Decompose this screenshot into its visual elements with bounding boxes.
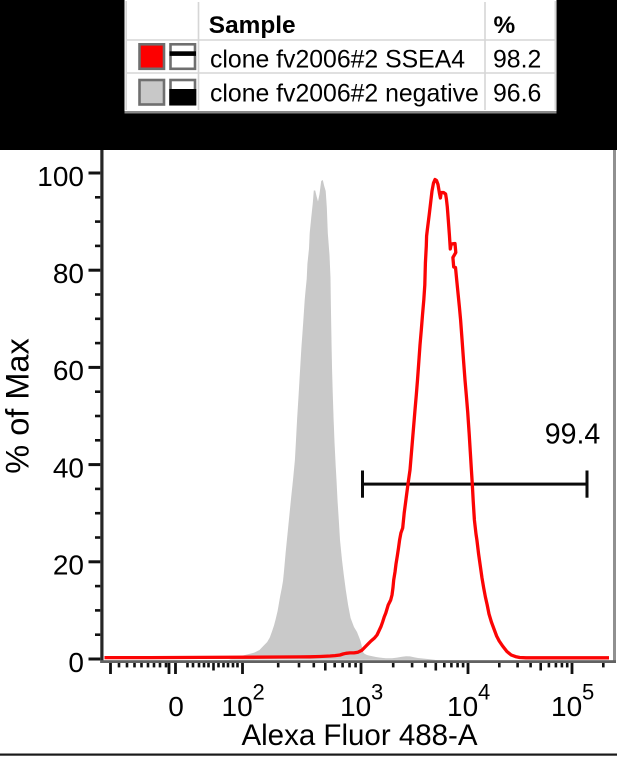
svg-text:3: 3: [371, 680, 383, 705]
svg-text:20: 20: [53, 550, 84, 581]
svg-text:10: 10: [222, 691, 253, 722]
svg-text:0: 0: [68, 647, 84, 678]
svg-text:5: 5: [582, 680, 594, 705]
svg-text:10: 10: [551, 691, 582, 722]
svg-text:10: 10: [340, 691, 371, 722]
svg-text:96.6: 96.6: [493, 81, 541, 108]
svg-text:2: 2: [253, 680, 265, 705]
svg-text:% of Max: % of Max: [0, 338, 36, 473]
svg-text:%: %: [494, 12, 516, 39]
svg-text:0: 0: [168, 691, 184, 722]
svg-text:99.4: 99.4: [545, 419, 601, 451]
svg-text:40: 40: [53, 452, 84, 483]
svg-text:80: 80: [53, 258, 84, 289]
svg-text:60: 60: [53, 355, 84, 386]
svg-text:clone fv2006#2 negative: clone fv2006#2 negative: [210, 81, 479, 108]
svg-text:4: 4: [478, 680, 490, 705]
svg-text:clone fv2006#2 SSEA4: clone fv2006#2 SSEA4: [210, 47, 465, 74]
svg-text:Alexa Fluor 488-A: Alexa Fluor 488-A: [241, 719, 477, 752]
svg-text:10: 10: [447, 691, 478, 722]
svg-text:100: 100: [37, 161, 84, 192]
svg-text:98.2: 98.2: [493, 47, 541, 74]
svg-text:Sample: Sample: [209, 12, 296, 39]
